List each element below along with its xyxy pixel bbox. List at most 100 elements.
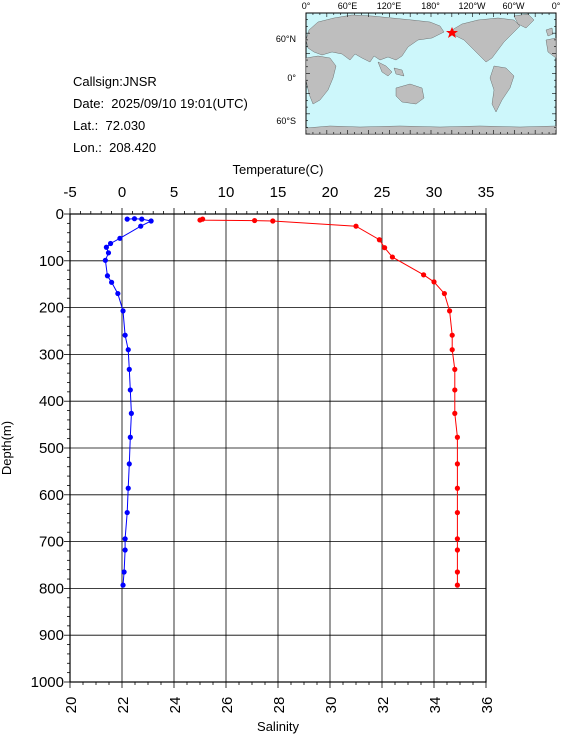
salinity-tick-label: 20 bbox=[63, 697, 80, 714]
temperature-data-point bbox=[138, 223, 144, 229]
uk-landmass bbox=[545, 27, 554, 37]
salinity-data-point bbox=[449, 332, 455, 338]
depth-tick-label: 200 bbox=[39, 300, 64, 317]
longitude-text: Lon.: 208.420 bbox=[73, 140, 157, 155]
salinity-data-point bbox=[454, 536, 460, 542]
salinity-data-point bbox=[454, 547, 460, 553]
salinity-data-point bbox=[452, 410, 458, 416]
temperature-data-point bbox=[126, 366, 132, 372]
salinity-tick-label: 34 bbox=[427, 697, 444, 714]
date-text: Date: 2025/09/10 19:01(UTC) bbox=[73, 96, 248, 111]
depth-tick-label: 800 bbox=[39, 580, 64, 597]
depth-axis-title: Depth(m) bbox=[0, 421, 14, 475]
temperature-data-point bbox=[121, 569, 127, 575]
temperature-data-point bbox=[139, 216, 145, 222]
temperature-data-point bbox=[105, 250, 112, 256]
salinity-data-point bbox=[454, 509, 460, 516]
axis-ticks bbox=[64, 208, 487, 688]
map-left-tick-label: 60°S bbox=[276, 116, 296, 126]
temperature-tick-label: 35 bbox=[478, 184, 495, 201]
depth-tick-label: 100 bbox=[39, 253, 64, 270]
southeast-asia-landmass bbox=[377, 61, 405, 77]
salinity-tick-label: 26 bbox=[219, 697, 236, 714]
temperature-tick-label: 10 bbox=[218, 184, 235, 201]
temperature-data-point bbox=[125, 347, 131, 353]
temperature-profile-line bbox=[104, 218, 153, 586]
temperature-tick-label: 15 bbox=[270, 184, 287, 201]
salinity-profile-line bbox=[199, 218, 458, 586]
temperature-data-point bbox=[120, 582, 126, 588]
temperature-tick-label: 30 bbox=[426, 184, 443, 201]
salinity-data-point bbox=[389, 254, 395, 260]
depth-tick-label: 500 bbox=[39, 440, 64, 457]
temperature-data-point bbox=[103, 244, 109, 250]
temperature-data-point bbox=[120, 308, 126, 314]
salinity-data-point bbox=[376, 237, 382, 243]
temperature-data-point bbox=[117, 235, 123, 241]
salinity-data-point bbox=[382, 245, 388, 251]
temperature-tick-label: 5 bbox=[170, 184, 178, 201]
map-top-tick-label: 120°E bbox=[377, 1, 402, 11]
salinity-tick-label: 32 bbox=[375, 697, 392, 714]
salinity-data-point bbox=[197, 217, 203, 223]
temperature-data-point bbox=[109, 279, 115, 285]
temperature-tick-label: 25 bbox=[374, 184, 391, 201]
salinity-axis-title: Salinity bbox=[257, 719, 299, 734]
depth-tick-label: 900 bbox=[39, 627, 64, 644]
salinity-data-point bbox=[452, 387, 458, 393]
salinity-tick-label: 24 bbox=[167, 697, 184, 714]
temperature-data-point bbox=[122, 536, 128, 542]
temperature-data-point bbox=[131, 216, 138, 222]
greenland-landmass bbox=[513, 13, 535, 29]
temperature-data-point bbox=[104, 273, 111, 279]
salinity-data-point bbox=[454, 582, 460, 588]
salinity-data-point bbox=[270, 218, 276, 224]
australia-landmass bbox=[395, 83, 425, 105]
salinity-data-point bbox=[441, 290, 447, 297]
chart-grid bbox=[70, 214, 486, 682]
salinity-data-point bbox=[452, 366, 458, 372]
salinity-data-point bbox=[447, 308, 453, 314]
depth-tick-label: 0 bbox=[56, 206, 64, 223]
latitude-text: Lat.: 72.030 bbox=[73, 118, 146, 133]
salinity-tick-label: 30 bbox=[323, 697, 340, 714]
map-tick-marks bbox=[305, 12, 557, 135]
map-left-labels: 60°N 0° 60°S bbox=[276, 34, 297, 126]
map-top-labels: 0° 60°E 120°E 180° 120°W 60°W 0° bbox=[302, 1, 561, 11]
north-america-landmass bbox=[451, 17, 521, 63]
depth-tick-labels: 0 100 200 300 400 500 600 700 800 900 1000 bbox=[31, 206, 64, 691]
map-left-tick-label: 60°N bbox=[276, 34, 296, 44]
map-top-tick-label: 0° bbox=[552, 1, 561, 11]
callsign-text: Callsign:JNSR bbox=[73, 74, 157, 89]
map-top-tick-label: 0° bbox=[302, 1, 311, 11]
temperature-axis-title: Temperature(C) bbox=[232, 162, 323, 177]
station-info: Callsign:JNSR Date: 2025/09/10 19:01(UTC… bbox=[73, 71, 248, 159]
temperature-data-point bbox=[148, 218, 154, 224]
temperature-data-point bbox=[128, 410, 134, 416]
salinity-data-point bbox=[454, 434, 460, 440]
temperature-data-point bbox=[126, 461, 132, 467]
map-top-tick-label: 180° bbox=[421, 1, 440, 11]
temperature-data-point bbox=[122, 547, 128, 553]
station-marker-icon bbox=[446, 27, 458, 38]
temperature-data-point bbox=[102, 257, 108, 263]
salinity-data-point bbox=[454, 461, 460, 467]
salinity-data-point bbox=[454, 485, 460, 491]
temperature-data-point bbox=[127, 387, 133, 393]
depth-tick-label: 400 bbox=[39, 393, 64, 410]
map-top-tick-label: 120°W bbox=[458, 1, 486, 11]
depth-tick-label: 300 bbox=[39, 346, 64, 363]
salinity-tick-label: 22 bbox=[115, 697, 132, 714]
salinity-tick-labels: 20 22 24 26 28 30 32 34 36 bbox=[63, 697, 496, 714]
world-map: 0° 60°E 120°E 180° 120°W 60°W 0° 60°N 0° 60°S bbox=[276, 1, 561, 135]
salinity-data-point bbox=[421, 272, 427, 278]
temperature-data-point bbox=[124, 509, 130, 516]
map-left-tick-label: 0° bbox=[287, 73, 296, 83]
temperature-data-point bbox=[115, 290, 121, 297]
south-america-landmass bbox=[489, 65, 515, 113]
temperature-data-point bbox=[124, 216, 130, 222]
temperature-tick-label: -5 bbox=[63, 184, 76, 201]
temperature-tick-label: 0 bbox=[118, 184, 126, 201]
data-series bbox=[102, 216, 460, 588]
